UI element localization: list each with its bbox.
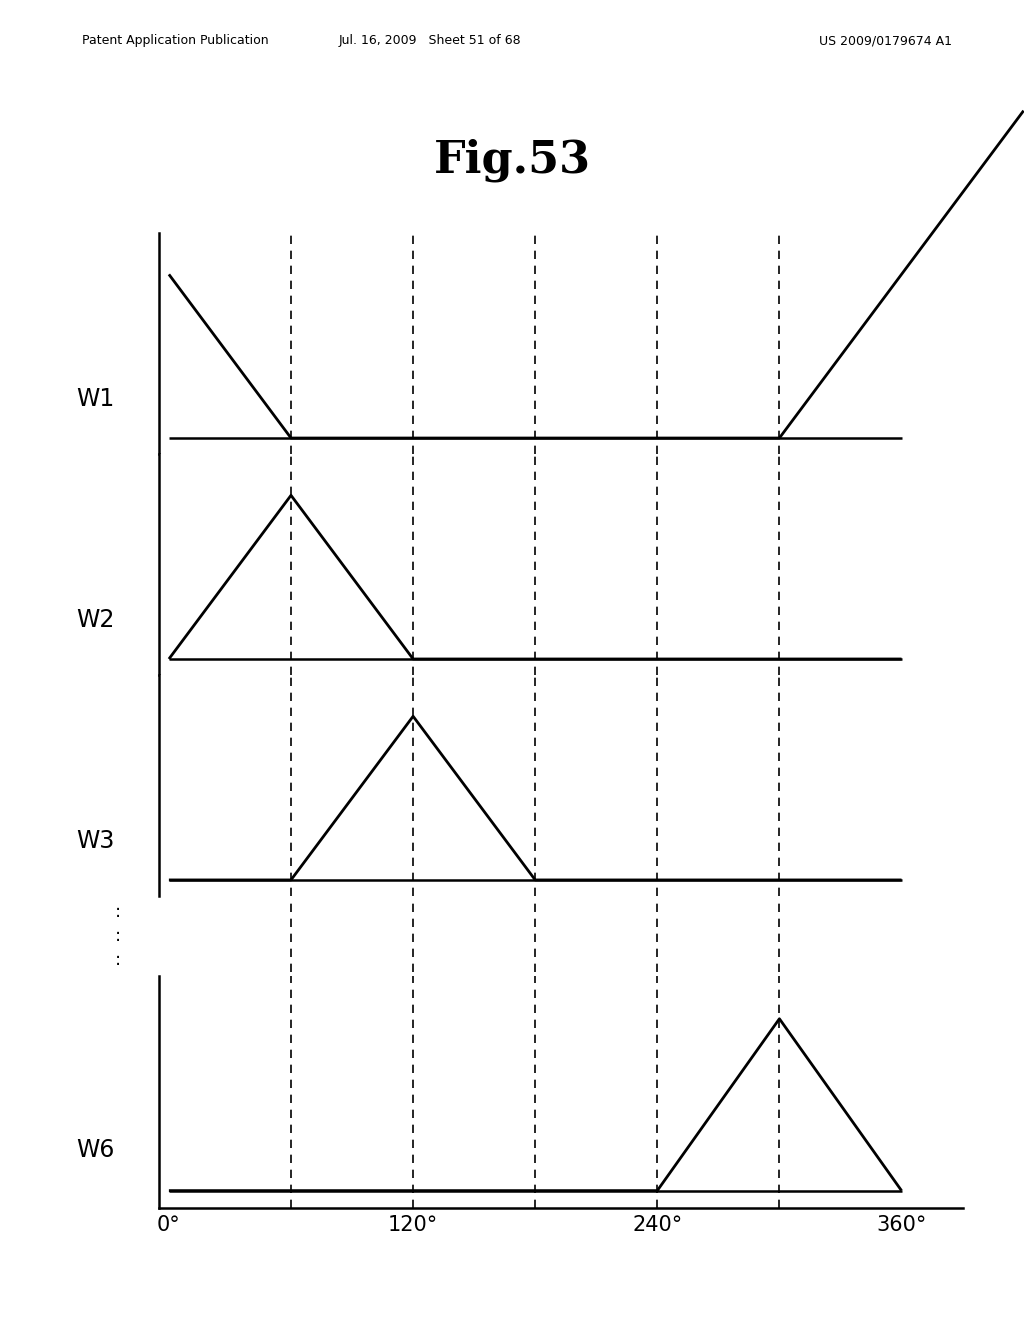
Text: US 2009/0179674 A1: US 2009/0179674 A1 [819,34,952,48]
Text: Patent Application Publication: Patent Application Publication [82,34,268,48]
Text: W6: W6 [76,1138,115,1162]
Text: :: : [115,903,121,921]
Text: W3: W3 [76,829,115,853]
Text: Fig.53: Fig.53 [433,139,591,182]
Text: :: : [115,950,121,969]
Text: :: : [115,927,121,945]
Text: Jul. 16, 2009   Sheet 51 of 68: Jul. 16, 2009 Sheet 51 of 68 [339,34,521,48]
Text: W2: W2 [76,609,115,632]
Text: W1: W1 [76,387,115,411]
